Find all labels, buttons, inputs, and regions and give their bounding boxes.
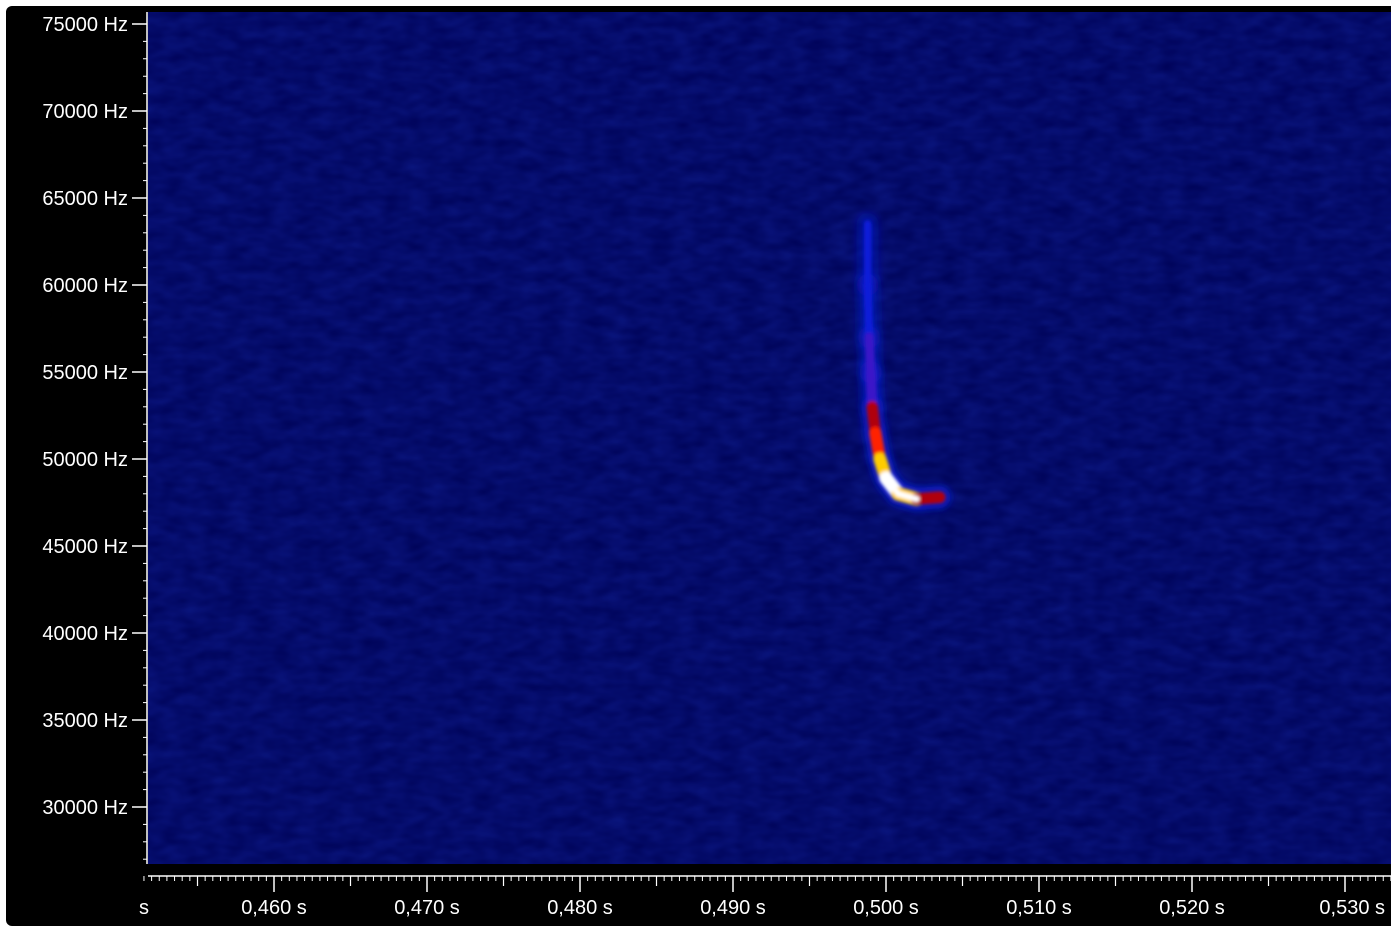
call-core (863, 220, 946, 506)
spectrogram-chart[interactable]: 75000 Hz 70000 Hz 65000 Hz 60000 Hz 55000 Hz… (6, 6, 1391, 926)
noise-texture (148, 12, 1391, 864)
x-tick-label: 0,500 s (853, 897, 919, 919)
call-segment (865, 366, 878, 412)
y-tick-label: 35000 Hz (42, 710, 128, 732)
y-tick-label: 40000 Hz (42, 623, 128, 645)
x-tick-label: 0,470 s (394, 897, 460, 919)
x-tick-label: 0,460 s (241, 897, 307, 919)
y-tick-label: 65000 Hz (42, 188, 128, 210)
call-segment (864, 332, 876, 377)
call-segment (910, 491, 946, 505)
call-segment (863, 280, 874, 342)
spectrogram-frame: 75000 Hz 70000 Hz 65000 Hz 60000 Hz 55000 Hz… (6, 6, 1391, 926)
call-trace (856, 213, 951, 511)
x-tick-label: 0,490 s (700, 897, 766, 919)
x-tick-label: 0,480 s (547, 897, 613, 919)
x-tick-label: 0,520 s (1159, 897, 1225, 919)
call-hot-segment (883, 475, 902, 497)
y-tick-label: 70000 Hz (42, 101, 128, 123)
y-tick-label: 55000 Hz (42, 362, 128, 384)
y-tick-label: 50000 Hz (42, 449, 128, 471)
x-tick-label: s (139, 897, 149, 919)
call-hot-segment (895, 490, 920, 503)
x-tick-label: 0,530 s (1319, 897, 1385, 919)
y-tick-label: 30000 Hz (42, 797, 128, 819)
y-tick-label: 75000 Hz (42, 14, 128, 36)
y-tick-label: 60000 Hz (42, 275, 128, 297)
x-tick-label: 0,510 s (1006, 897, 1072, 919)
y-tick-label: 45000 Hz (42, 536, 128, 558)
